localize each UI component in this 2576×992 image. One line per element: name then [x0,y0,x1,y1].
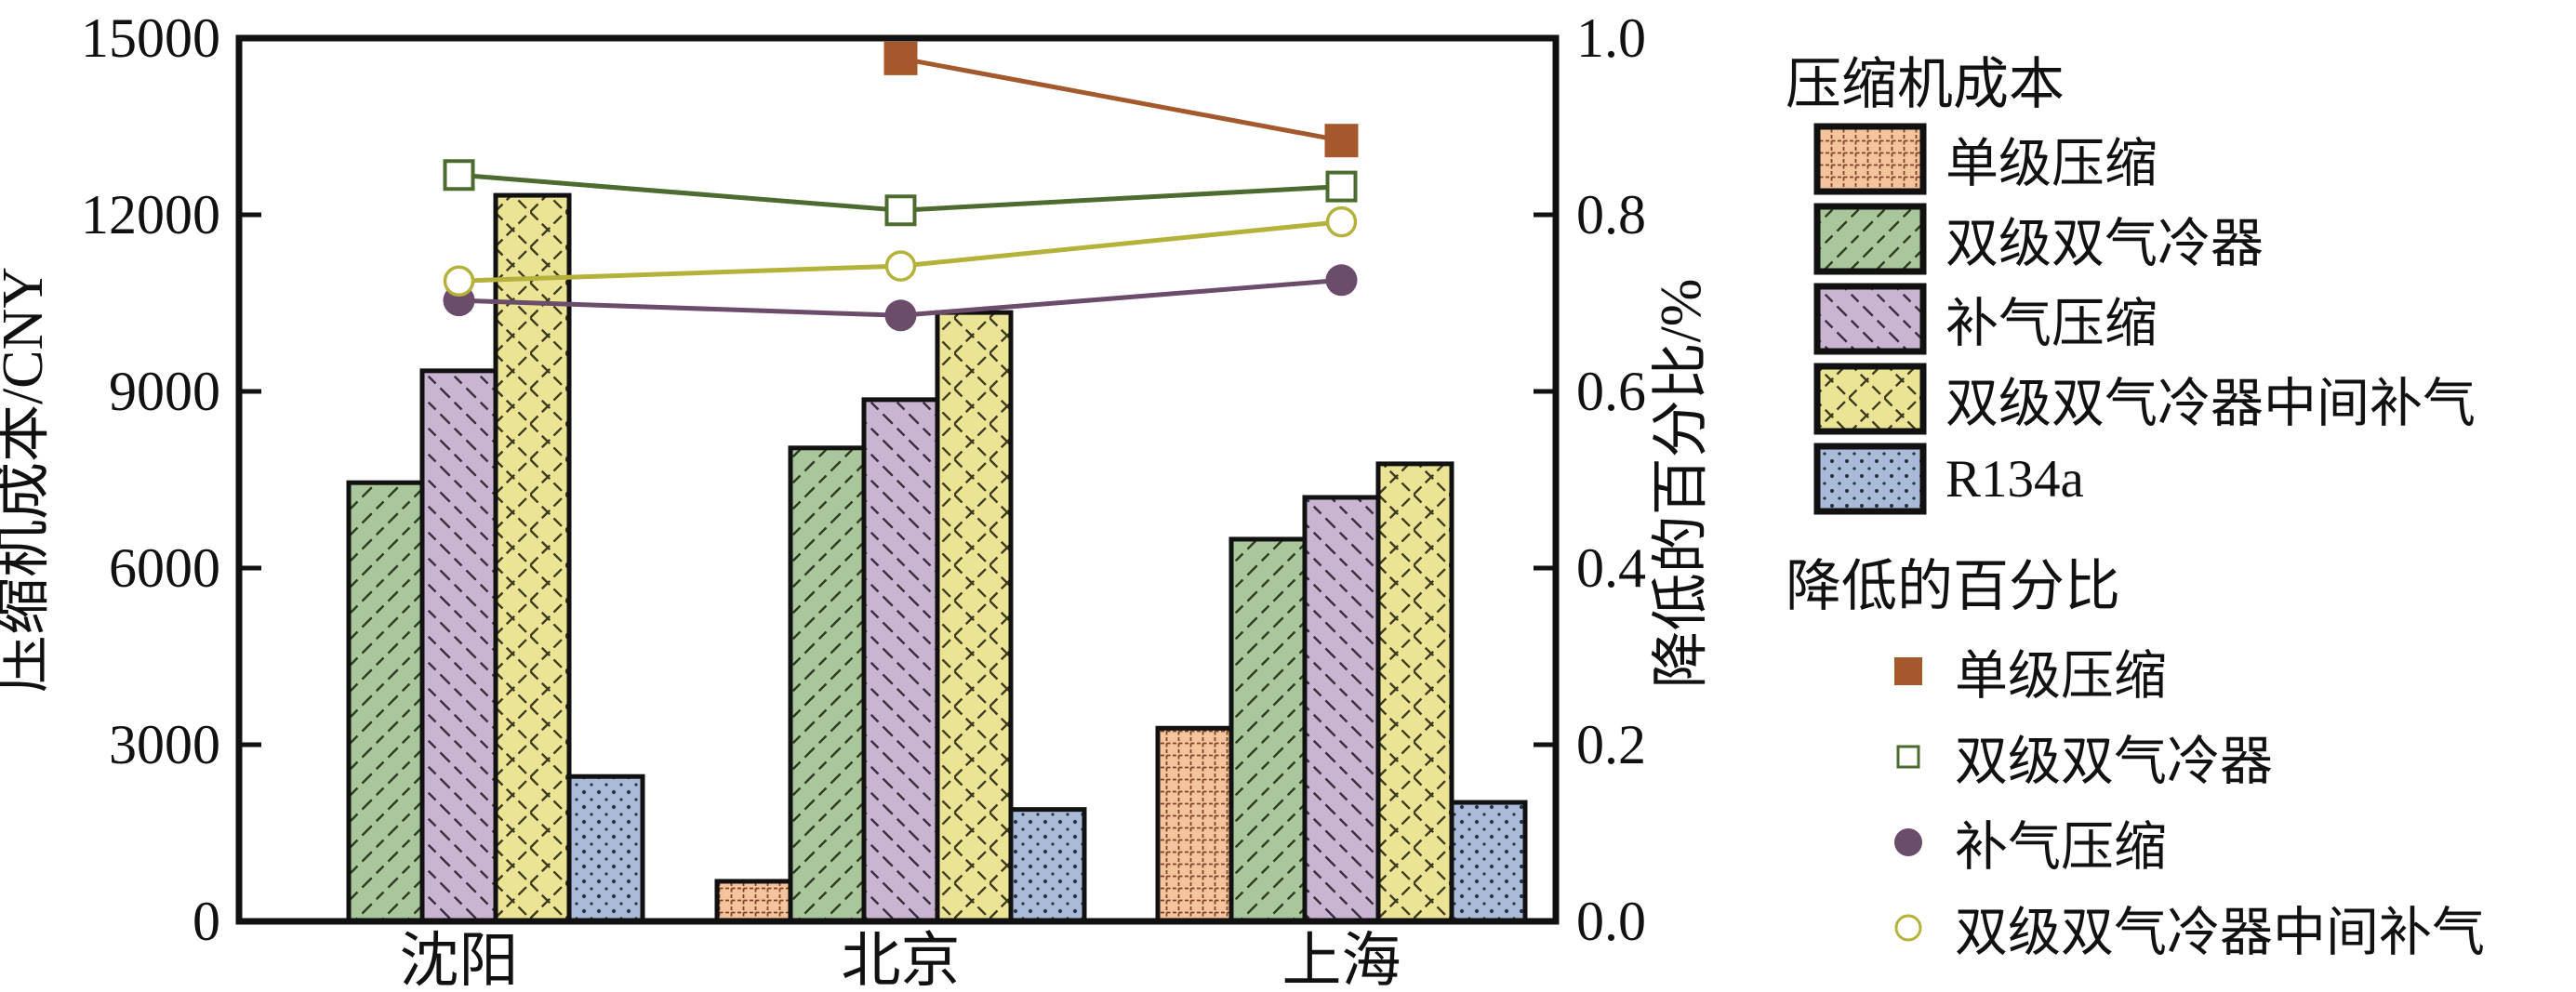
legend-line-item: 补气压缩 [1772,800,2167,885]
bar-R134a-沈阳 [566,774,645,924]
legend: 压缩机成本 单级压缩 双级双气冷器 补气压缩 双级双气冷器中间补气 R134a 降低的百… [1772,0,2576,992]
marker-双级双气冷器中间补气 [884,250,917,282]
bar-补气压缩-北京 [861,397,940,924]
left-y-axis-title: 压缩机成本/CNY [0,267,55,693]
legend-marker-circle-open-icon [1879,898,1938,958]
legend-line-item: 双级双气冷器中间补气 [1772,885,2485,971]
legend-bar-item: 双级双气冷器中间补气 [1772,359,2476,439]
legend-lines-title: 降低的百分比 [1786,556,2120,617]
legend-swatch-diag-forward [1813,203,1927,275]
right-axis-tick-label: 0.0 [1576,891,1646,952]
legend-swatch-grid [1813,123,1927,195]
marker-双级双气冷器 [884,194,917,227]
right-axis-tick-label: 0.8 [1576,184,1646,245]
right-axis-tick-label: 0.2 [1576,714,1646,775]
line-单级压缩 [900,56,1342,143]
right-axis-tick-label: 0.4 [1576,537,1646,599]
legend-line-item-label: 双级双气冷器中间补气 [1955,904,2485,962]
marker-双级双气冷器 [443,159,475,192]
marker-单级压缩 [1324,124,1359,158]
bar-双级双气冷器中间补气-上海 [1375,461,1454,924]
legend-bar-item-label: 双级双气冷器 [1945,215,2264,273]
left-axis-tick-label: 6000 [109,537,220,599]
marker-单级压缩 [883,41,918,75]
legend-marker-square-open-icon [1879,727,1938,787]
legend-line-item-label: 双级双气冷器 [1955,733,2273,791]
marker-双级双气冷器 [1325,170,1358,203]
marker-双级双气冷器中间补气 [1325,205,1358,238]
legend-bar-item: R134a [1772,439,2084,519]
legend-line-item: 单级压缩 [1772,628,2167,714]
left-axis-tick-label: 15000 [81,7,220,69]
legend-swatch-diamond [1813,363,1927,435]
legend-bar-item: 补气压缩 [1772,279,2158,359]
bar-R134a-上海 [1449,800,1528,924]
bar-补气压缩-上海 [1302,495,1381,924]
legend-swatch-diag-back [1813,283,1927,355]
line-series-layer [443,41,1359,332]
bar-单级压缩-北京 [714,879,793,924]
left-axis-tick-label: 12000 [81,184,220,245]
legend-swatch-dots [1813,443,1927,515]
bar-双级双气冷器-沈阳 [346,480,425,924]
right-axis-tick-label: 0.6 [1576,361,1646,422]
legend-bar-item: 双级双气冷器 [1772,199,2264,279]
marker-补气压缩 [884,299,917,332]
left-axis-tick-label: 0 [193,891,220,952]
bar-补气压缩-沈阳 [419,368,498,924]
x-axis-category-label: 北京 [842,928,961,992]
bar-series-layer [346,192,1528,924]
marker-补气压缩 [1325,264,1358,297]
x-axis-category-label: 上海 [1282,928,1401,992]
legend-bars-title: 压缩机成本 [1786,54,2065,115]
left-axis-tick-label: 3000 [109,714,220,775]
legend-marker-square-filled-icon [1879,641,1938,701]
legend-line-item-label: 补气压缩 [1955,818,2167,877]
legend-bar-item-label: 双级双气冷器中间补气 [1945,375,2476,433]
legend-marker-circle-filled-icon [1879,813,1938,872]
legend-bar-item-label: R134a [1945,449,2084,509]
bar-单级压缩-上海 [1155,725,1234,924]
legend-bar-item: 单级压缩 [1772,119,2158,199]
legend-bar-item-label: 补气压缩 [1945,295,2158,353]
bar-双级双气冷器-北京 [788,445,867,924]
axes-layer: 0 3000 6000 9000 12000 15000 0.0 0.2 0.4 0.6 0.8 1.… [81,7,1646,992]
right-y-axis-title: 降低的百分比/% [1650,279,1713,689]
legend-line-item: 双级双气冷器 [1772,714,2273,800]
left-axis-tick-label: 9000 [109,361,220,422]
bar-双级双气冷器中间补气-北京 [935,310,1014,924]
x-axis-category-label: 沈阳 [400,928,519,992]
legend-bar-item-label: 单级压缩 [1945,135,2158,193]
right-axis-tick-label: 1.0 [1576,7,1646,69]
bar-R134a-北京 [1008,807,1087,924]
marker-双级双气冷器中间补气 [443,265,475,297]
plot-frame [235,34,1560,925]
legend-line-item-label: 单级压缩 [1955,647,2167,706]
bar-双级双气冷器-上海 [1228,536,1308,924]
